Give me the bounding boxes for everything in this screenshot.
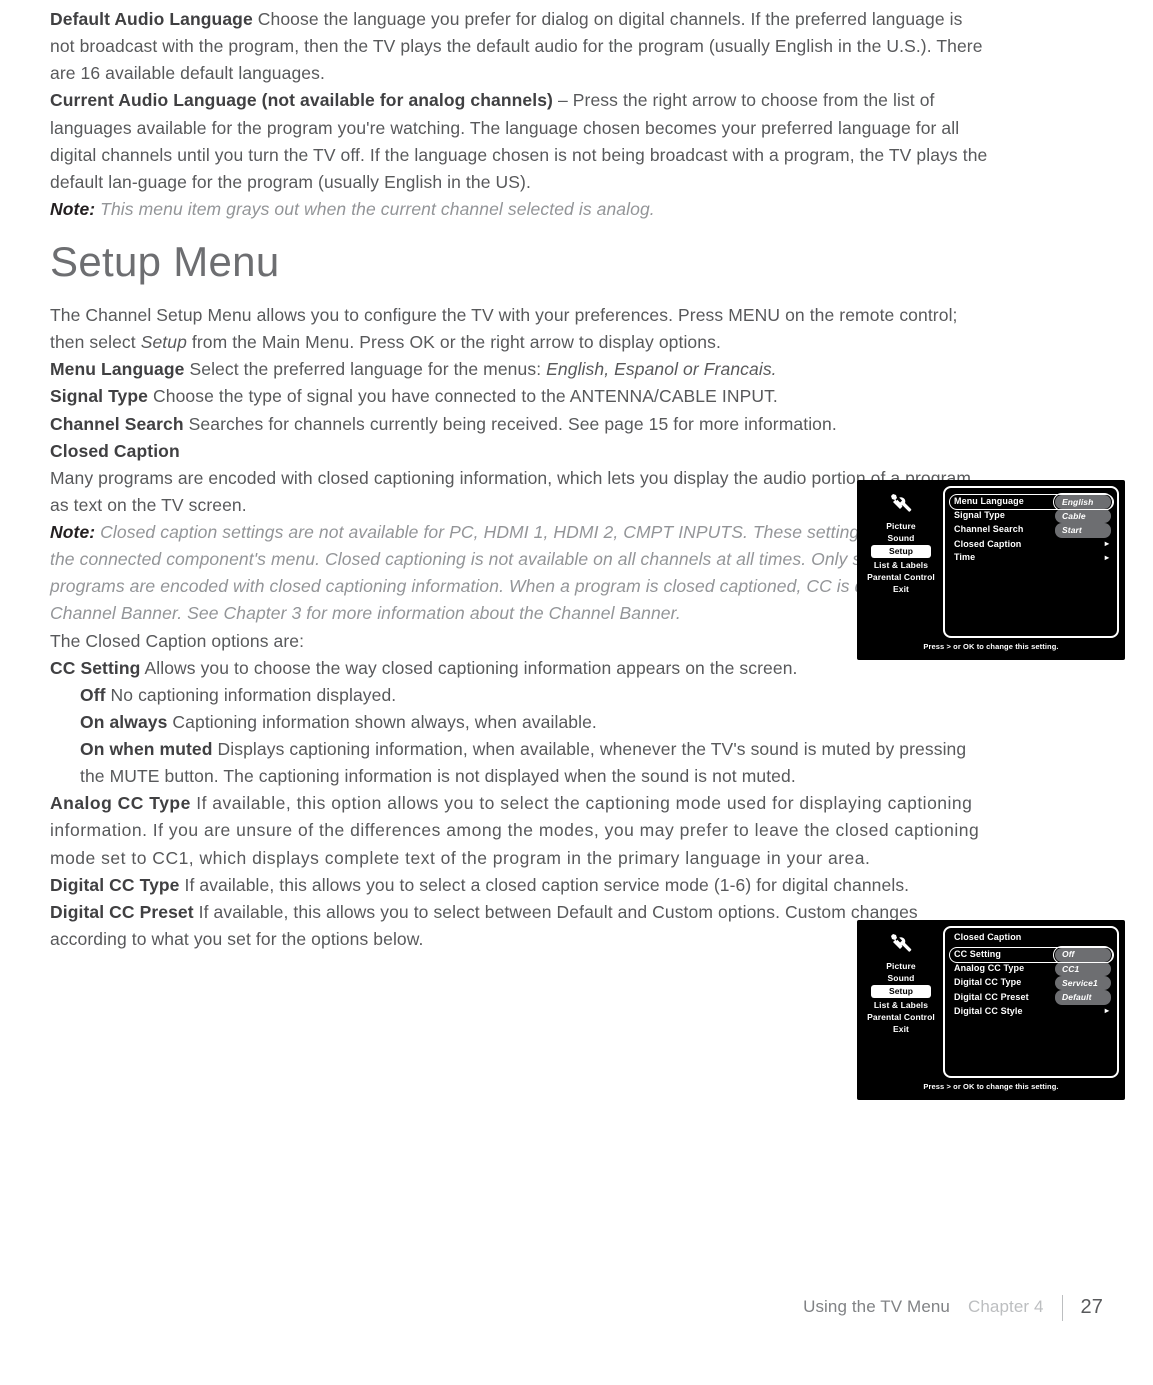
para-channel-search: Channel Search Searches for channels cur… [50,411,990,438]
pill-value: Cable [1055,509,1111,523]
para-analog-cc: Analog CC Type If available, this option… [50,790,990,871]
label: Channel Search [50,414,184,434]
pill-value: Off [1055,948,1111,962]
pill-value: English [1055,495,1111,509]
tv-sidebar: Picture Sound Setup List & Labels Parent… [863,486,939,638]
pill-value: Default [1055,990,1111,1004]
label: Digital CC Preset [50,902,194,922]
para-current-audio: Current Audio Language (not available fo… [50,87,990,196]
menu-row: Digital CC Type Service1 [954,976,1111,990]
label: Analog CC Type [50,793,191,813]
label: CC Setting [50,658,140,678]
para-cc-intro: The Closed Caption options are: [50,628,990,655]
page-number: 27 [1081,1292,1103,1323]
pill-value: CC1 [1055,962,1111,976]
body-text: Default Audio Language Choose the langua… [50,6,990,953]
para-digital-cc: Digital CC Type If available, this allow… [50,872,990,899]
tv-panel: Closed Caption CC Setting Off Analog CC … [943,926,1119,1078]
menu-row: Time ▸ [954,551,1111,565]
para-cc-setting: CC Setting Allows you to choose the way … [50,655,990,682]
sidebar-item: List & Labels [874,559,928,571]
footer-chapter: Chapter 4 [968,1294,1044,1320]
sidebar-item: Exit [893,583,909,595]
sidebar-item: Picture [886,520,916,532]
tv-hint: Press > or OK to change this setting. [863,641,1119,653]
menu-row: Digital CC Style ▸ [954,1005,1111,1019]
page-footer: Using the TV Menu Chapter 4 27 [803,1292,1103,1323]
arrow-icon: ▸ [1105,1005,1111,1017]
label: On when muted [80,739,213,759]
para-default-audio: Default Audio Language Choose the langua… [50,6,990,87]
menu-row: CC Setting Off [950,948,1113,962]
note-label: Note: [50,522,95,542]
sidebar-item: Parental Control [867,1011,935,1023]
tv-sidebar: Picture Sound Setup List & Labels Parent… [863,926,939,1078]
para-menu-language: Menu Language Select the preferred langu… [50,356,990,383]
cc-option-on-always: On always Captioning information shown a… [50,709,990,736]
para-setup-intro: The Channel Setup Menu allows you to con… [50,302,990,356]
tv-menu-setup-screenshot: Picture Sound Setup List & Labels Parent… [857,480,1125,660]
menu-row: Menu Language English [950,495,1113,509]
label: Menu Language [50,359,185,379]
cc-option-off: Off No captioning information displayed. [50,682,990,709]
note-text: This menu item grays out when the curren… [95,199,655,219]
note-label: Note: [50,199,95,219]
arrow-icon: ▸ [1105,552,1111,564]
footer-section: Using the TV Menu [803,1294,950,1320]
tv-panel: Menu Language English Signal Type Cable … [943,486,1119,638]
pill-value: Service1 [1055,976,1111,990]
menu-row: Channel Search Start [954,523,1111,537]
sidebar-item: Parental Control [867,571,935,583]
tv-menu-cc-screenshot: Picture Sound Setup List & Labels Parent… [857,920,1125,1100]
cc-option-on-muted: On when muted Displays captioning inform… [50,736,990,790]
para-digital-preset: Digital CC Preset If available, this all… [50,899,990,953]
arrow-icon: ▸ [1105,538,1111,550]
pill-value: Start [1055,523,1111,537]
label: Current Audio Language (not available fo… [50,90,553,110]
para-signal-type: Signal Type Choose the type of signal yo… [50,383,990,410]
tools-icon [889,490,913,514]
sidebar-item: Sound [888,532,915,544]
para-cc-body: Many programs are encoded with closed ca… [50,465,990,519]
heading-setup-menu: Setup Menu [50,229,990,294]
note-1: Note: This menu item grays out when the … [50,196,990,223]
sidebar-item-selected: Setup [871,545,931,558]
label: Signal Type [50,386,148,406]
menu-row: Closed Caption ▸ [954,538,1111,552]
label: Off [80,685,106,705]
tv-hint: Press > or OK to change this setting. [863,1081,1119,1093]
menu-row: Analog CC Type CC1 [954,962,1111,976]
sidebar-item: Picture [886,960,916,972]
sidebar-item: Sound [888,972,915,984]
sidebar-item-selected: Setup [871,985,931,998]
menu-row: Digital CC Preset Default [954,990,1111,1004]
label: Default Audio Language [50,9,253,29]
label: On always [80,712,167,732]
tools-icon [889,930,913,954]
note-text: Closed caption settings are not availabl… [50,522,983,623]
label: Digital CC Type [50,875,180,895]
footer-divider [1062,1295,1063,1321]
sidebar-item: Exit [893,1023,909,1035]
sidebar-item: List & Labels [874,999,928,1011]
panel-title: Closed Caption [954,931,1111,945]
menu-row: Signal Type Cable [954,509,1111,523]
heading-closed-caption: Closed Caption [50,438,990,465]
note-2: Note: Closed caption settings are not av… [50,519,990,628]
